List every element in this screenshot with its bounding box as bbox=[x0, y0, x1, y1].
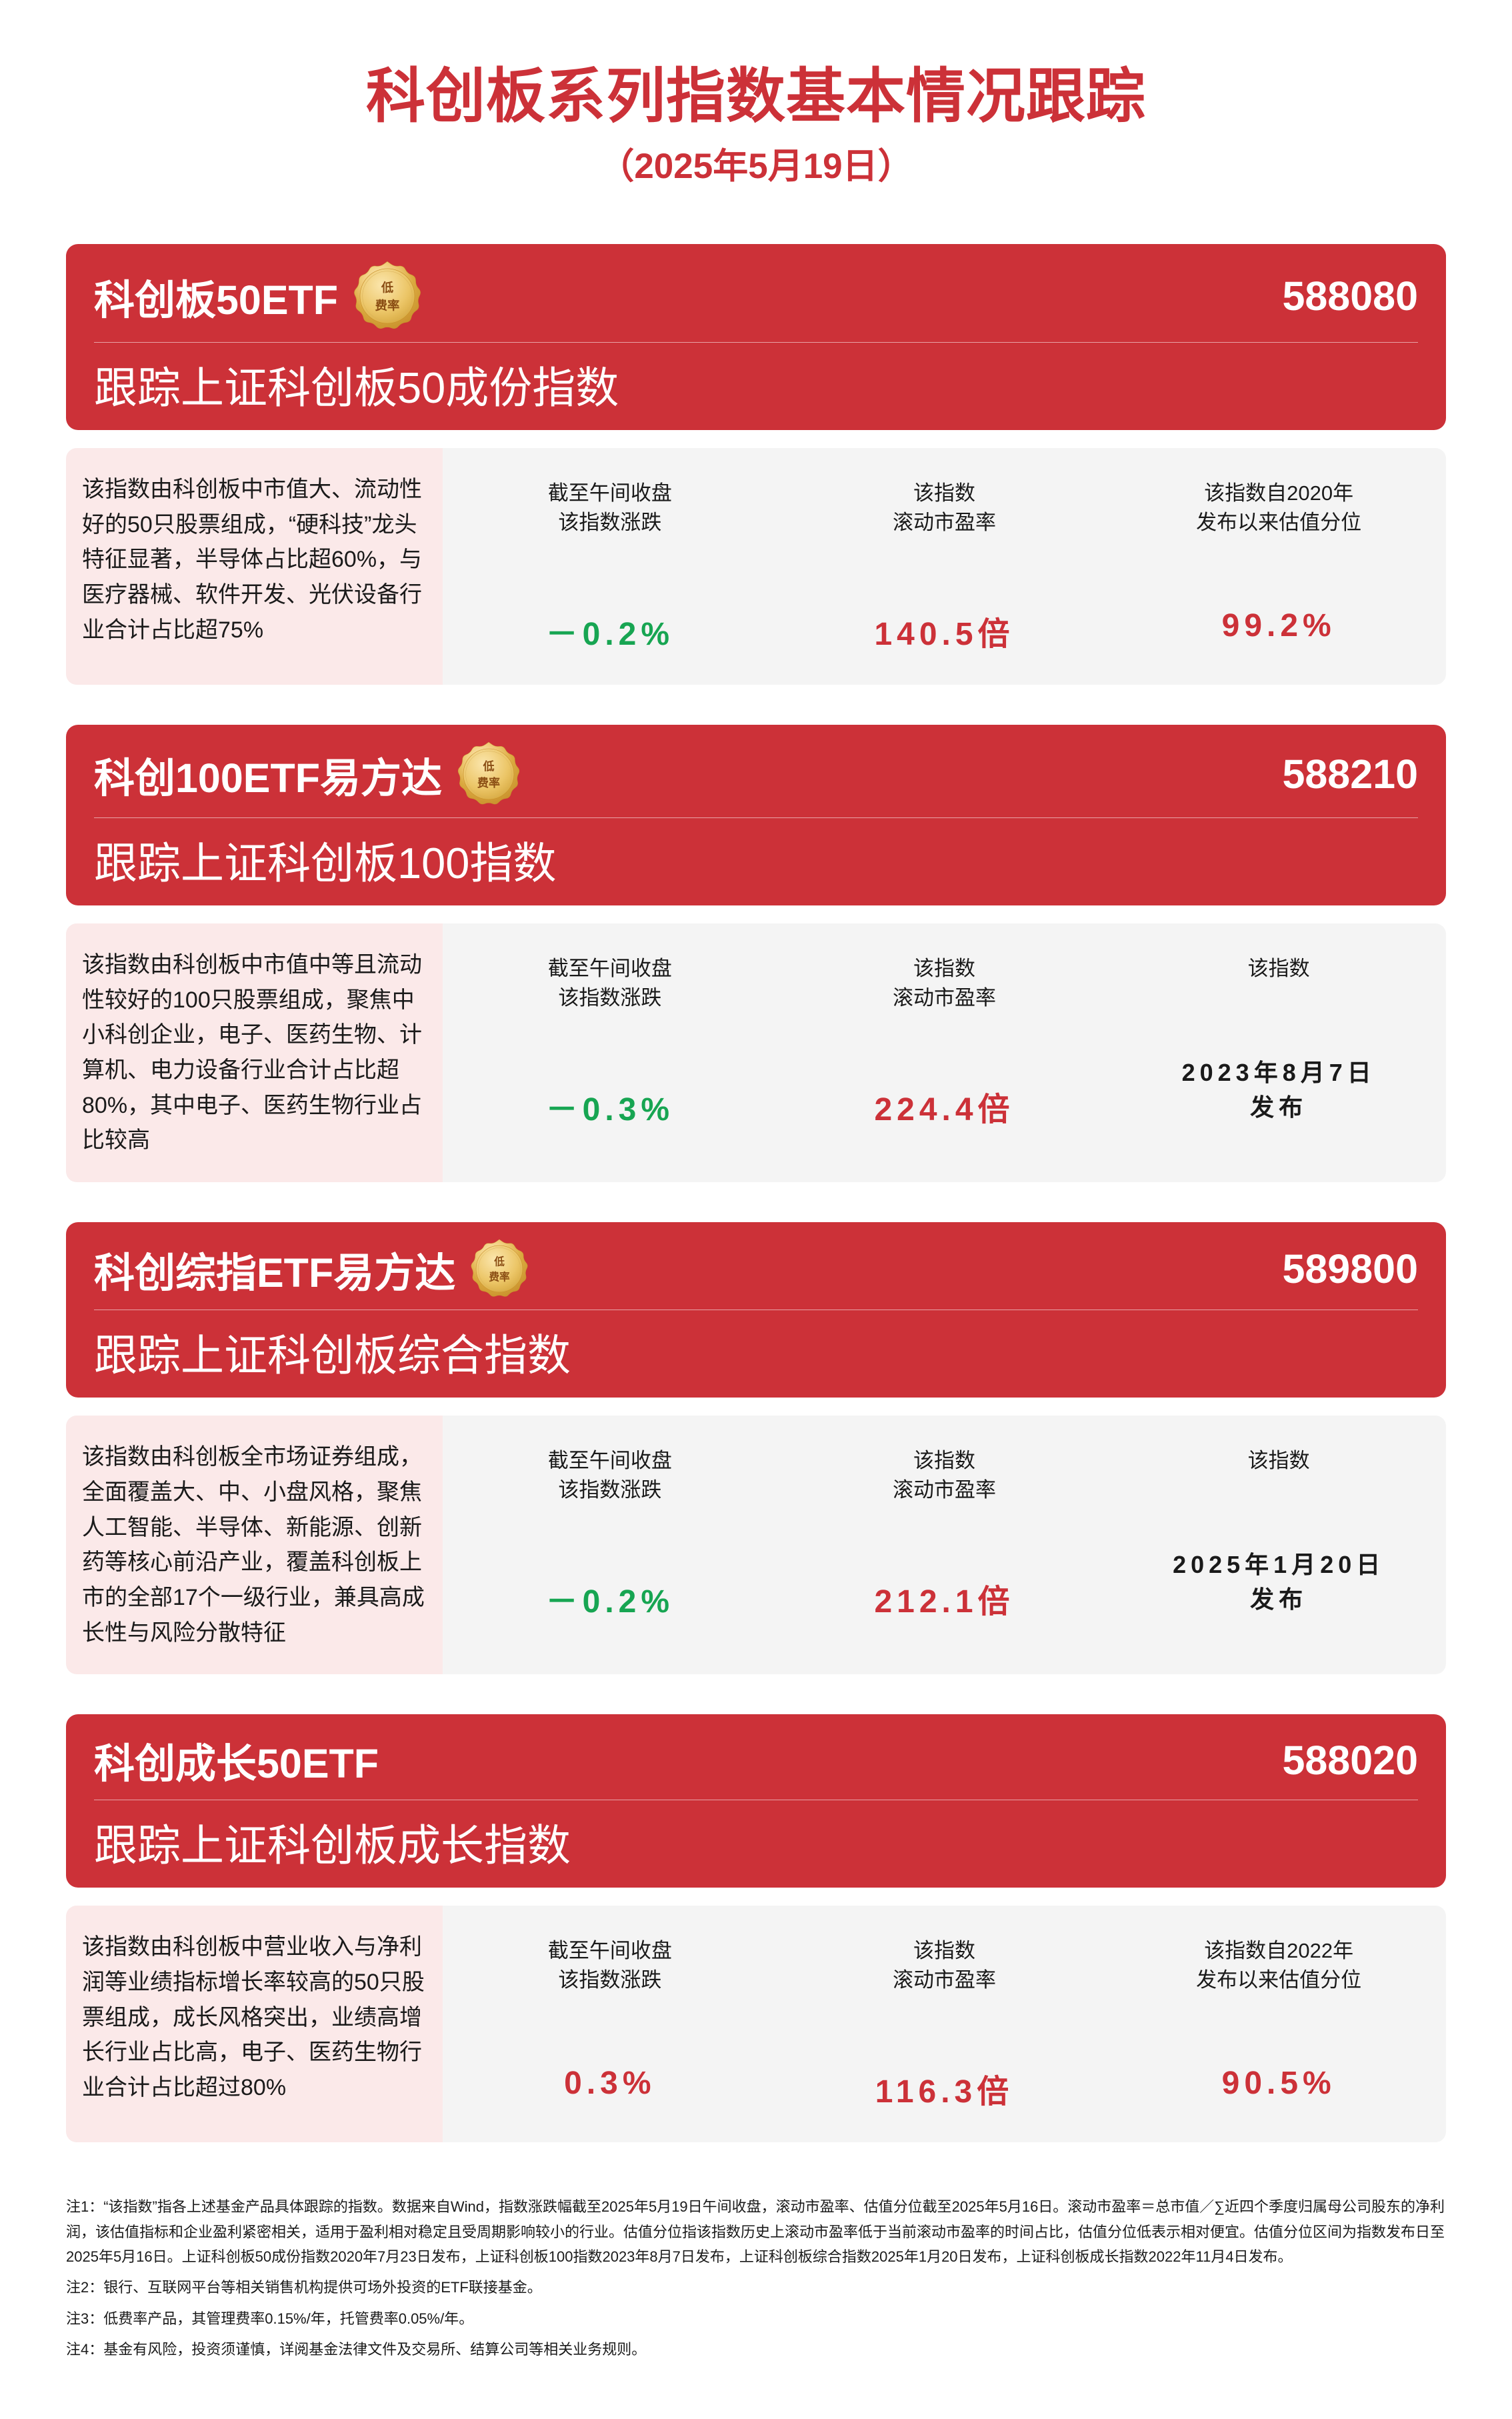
svg-text:费率: 费率 bbox=[477, 776, 500, 789]
svg-text:费率: 费率 bbox=[489, 1271, 511, 1284]
svg-text:低: 低 bbox=[493, 1256, 505, 1268]
svg-text:费率: 费率 bbox=[375, 299, 400, 313]
svg-text:低: 低 bbox=[381, 281, 394, 295]
svg-text:低: 低 bbox=[483, 759, 495, 773]
